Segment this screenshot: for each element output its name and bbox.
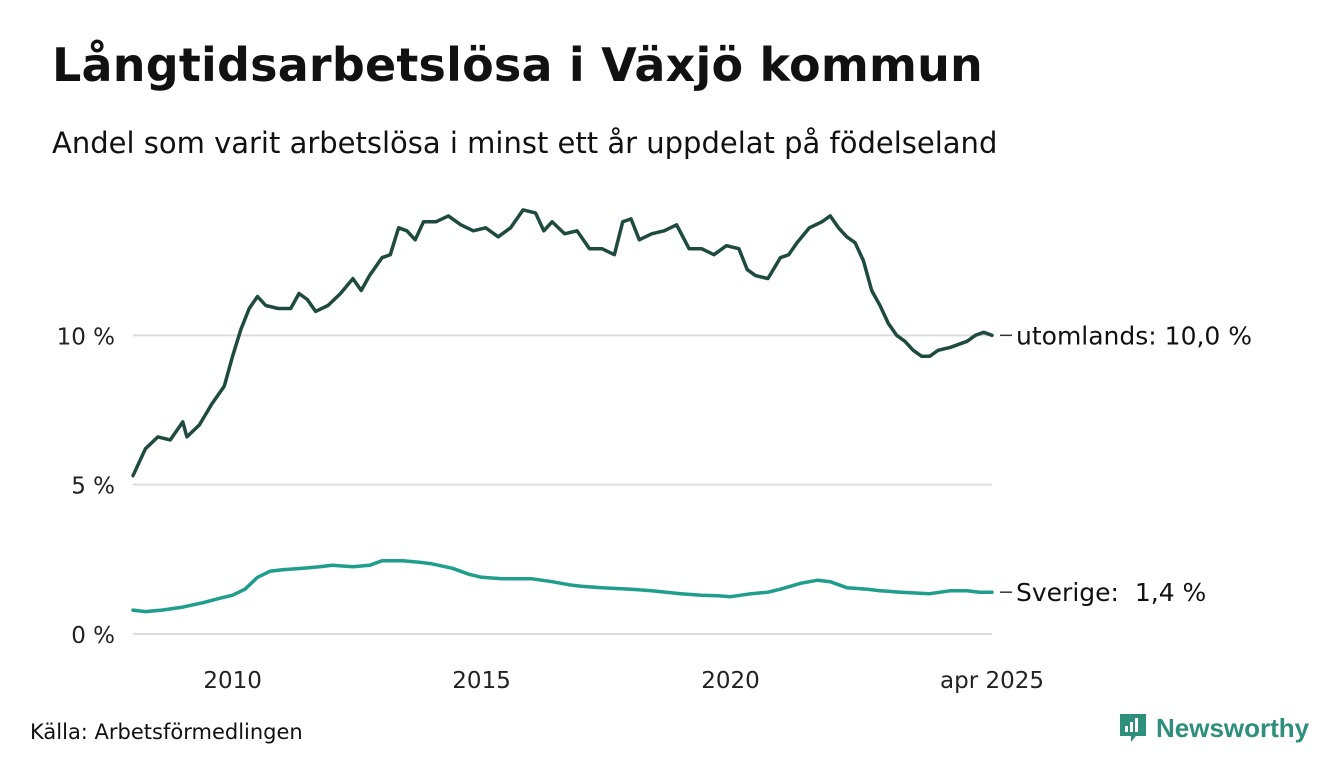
series-line-utomlands: [131, 208, 994, 478]
x-tick-label: 2020: [701, 668, 760, 694]
x-tick-label: 2010: [203, 668, 262, 694]
x-tick-label: 2015: [452, 668, 511, 694]
series-line-sverige: [131, 559, 994, 614]
chart-title: Långtidsarbetslösa i Växjö kommun: [52, 38, 984, 92]
brand-name: Newsworthy: [1156, 712, 1310, 743]
y-tick-label: 10 %: [57, 324, 115, 350]
x-tick-label: apr 2025: [940, 668, 1044, 694]
series-end-label-sverige: Sverige: 1,4 %: [1016, 578, 1206, 607]
series-end-label-utomlands: utomlands: 10,0 %: [1016, 321, 1252, 350]
y-tick-label: 0 %: [71, 623, 115, 649]
source-note: Källa: Arbetsförmedlingen: [30, 720, 303, 744]
newsworthy-logo-icon: [1120, 714, 1146, 742]
y-tick-label: 5 %: [71, 474, 115, 500]
brand-logo: Newsworthy: [1118, 712, 1309, 744]
chart-subtitle: Andel som varit arbetslösa i minst ett å…: [52, 126, 998, 160]
